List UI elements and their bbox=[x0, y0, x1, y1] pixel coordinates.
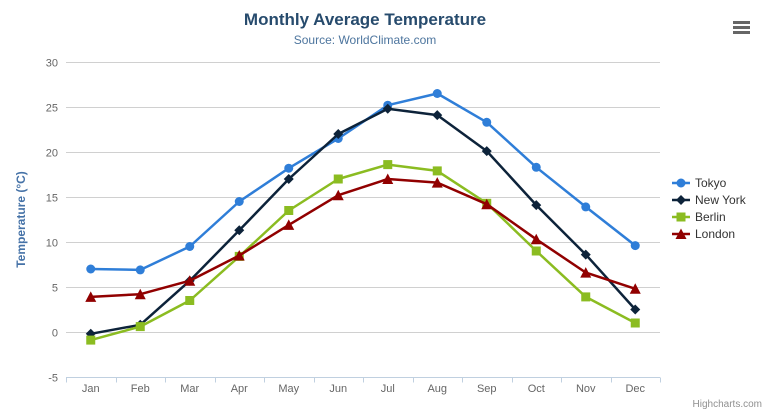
y-axis-title: Temperature (°C) bbox=[14, 171, 28, 268]
data-point-new-york[interactable] bbox=[481, 146, 492, 157]
data-point-london[interactable] bbox=[332, 189, 344, 201]
x-axis-label: Jan bbox=[82, 383, 100, 395]
data-point-london[interactable] bbox=[134, 288, 146, 300]
legend-label-berlin: Berlin bbox=[695, 209, 726, 224]
data-point-tokyo[interactable] bbox=[284, 163, 294, 173]
x-axis-label: Jun bbox=[329, 383, 347, 395]
y-axis-label: 10 bbox=[46, 238, 58, 250]
data-point-tokyo[interactable] bbox=[185, 242, 195, 251]
data-point-london[interactable] bbox=[431, 177, 443, 188]
data-point-london[interactable] bbox=[629, 283, 641, 294]
x-axis-label: Apr bbox=[231, 383, 248, 395]
data-point-new-york[interactable] bbox=[234, 225, 245, 236]
data-point-new-york[interactable] bbox=[333, 129, 344, 139]
series-line-tokyo[interactable] bbox=[90, 92, 637, 272]
data-point-tokyo[interactable] bbox=[234, 197, 244, 206]
data-point-berlin[interactable] bbox=[185, 296, 195, 305]
diamond-marker-icon bbox=[672, 194, 690, 205]
data-point-berlin[interactable] bbox=[383, 160, 393, 170]
y-axis-label: 15 bbox=[46, 193, 58, 205]
data-point-berlin[interactable] bbox=[135, 322, 145, 332]
data-point-berlin[interactable] bbox=[581, 292, 591, 302]
x-axis-label: Feb bbox=[131, 383, 150, 395]
x-axis-label: Nov bbox=[576, 383, 596, 395]
data-point-london[interactable] bbox=[481, 198, 493, 210]
legend-label-new-york: New York bbox=[695, 192, 746, 207]
chart-legend: Tokyo New York Berlin London bbox=[672, 174, 746, 242]
legend-marker bbox=[676, 194, 686, 205]
chart-subtitle: Source: WorldClimate.com bbox=[293, 33, 437, 47]
data-point-london[interactable] bbox=[580, 267, 592, 278]
x-axis-label: May bbox=[278, 383, 299, 395]
chart-title: Monthly Average Temperature bbox=[243, 10, 487, 29]
data-point-tokyo[interactable] bbox=[432, 89, 442, 98]
series-line-london[interactable] bbox=[90, 177, 636, 299]
y-axis-label: 25 bbox=[46, 103, 58, 115]
data-point-tokyo[interactable] bbox=[630, 241, 640, 251]
series-line-berlin[interactable] bbox=[90, 163, 636, 342]
x-axis-label: Jul bbox=[381, 383, 395, 395]
data-point-berlin[interactable] bbox=[333, 174, 343, 184]
data-point-new-york[interactable] bbox=[580, 249, 591, 260]
data-point-tokyo[interactable] bbox=[482, 117, 492, 127]
legend-item-new-york[interactable]: New York bbox=[672, 191, 746, 208]
data-point-new-york[interactable] bbox=[283, 174, 294, 184]
hamburger-icon bbox=[733, 21, 750, 24]
legend-marker bbox=[676, 178, 686, 187]
x-axis-label: Dec bbox=[625, 383, 645, 395]
data-point-tokyo[interactable] bbox=[531, 162, 541, 172]
x-axis-label: Aug bbox=[427, 383, 447, 395]
data-point-london[interactable] bbox=[382, 173, 394, 185]
y-axis-label: 0 bbox=[52, 328, 58, 340]
triangle-marker-icon bbox=[672, 228, 690, 239]
legend-marker bbox=[676, 212, 686, 221]
square-marker-icon bbox=[672, 212, 690, 221]
data-point-london[interactable] bbox=[283, 219, 295, 230]
hamburger-icon bbox=[733, 26, 750, 29]
data-point-berlin[interactable] bbox=[86, 335, 96, 345]
x-axis-label: Sep bbox=[477, 383, 497, 395]
data-point-new-york[interactable] bbox=[531, 200, 542, 211]
legend-label-london: London bbox=[695, 226, 736, 241]
export-menu-button[interactable] bbox=[733, 21, 750, 34]
data-point-berlin[interactable] bbox=[531, 246, 541, 256]
y-axis-label: -5 bbox=[48, 373, 58, 385]
data-point-new-york[interactable] bbox=[432, 110, 443, 121]
data-point-berlin[interactable] bbox=[284, 206, 294, 215]
y-axis-label: 30 bbox=[46, 58, 58, 70]
data-point-new-york[interactable] bbox=[382, 103, 393, 114]
data-point-berlin[interactable] bbox=[432, 166, 442, 176]
data-point-london[interactable] bbox=[530, 233, 542, 245]
y-axis-label: 20 bbox=[46, 148, 58, 160]
legend-item-london[interactable]: London bbox=[672, 225, 746, 242]
legend-marker bbox=[675, 228, 687, 239]
data-point-berlin[interactable] bbox=[630, 318, 640, 328]
series-line-new-york[interactable] bbox=[90, 107, 637, 336]
data-point-london[interactable] bbox=[184, 275, 196, 286]
data-point-tokyo[interactable] bbox=[581, 202, 591, 212]
legend-item-berlin[interactable]: Berlin bbox=[672, 208, 746, 225]
y-axis-label: 5 bbox=[52, 283, 58, 295]
data-point-london[interactable] bbox=[233, 250, 245, 261]
credits-link[interactable]: Highcharts.com bbox=[692, 399, 762, 410]
x-axis-label: Oct bbox=[528, 383, 545, 395]
data-point-london[interactable] bbox=[85, 291, 97, 302]
data-point-new-york[interactable] bbox=[630, 304, 641, 315]
data-point-tokyo[interactable] bbox=[135, 265, 145, 275]
circle-marker-icon bbox=[672, 178, 690, 187]
hamburger-icon bbox=[733, 31, 750, 34]
data-point-tokyo[interactable] bbox=[86, 264, 96, 274]
x-axis-label: Mar bbox=[180, 383, 199, 395]
legend-item-tokyo[interactable]: Tokyo bbox=[672, 174, 746, 191]
legend-label-tokyo: Tokyo bbox=[695, 175, 727, 190]
